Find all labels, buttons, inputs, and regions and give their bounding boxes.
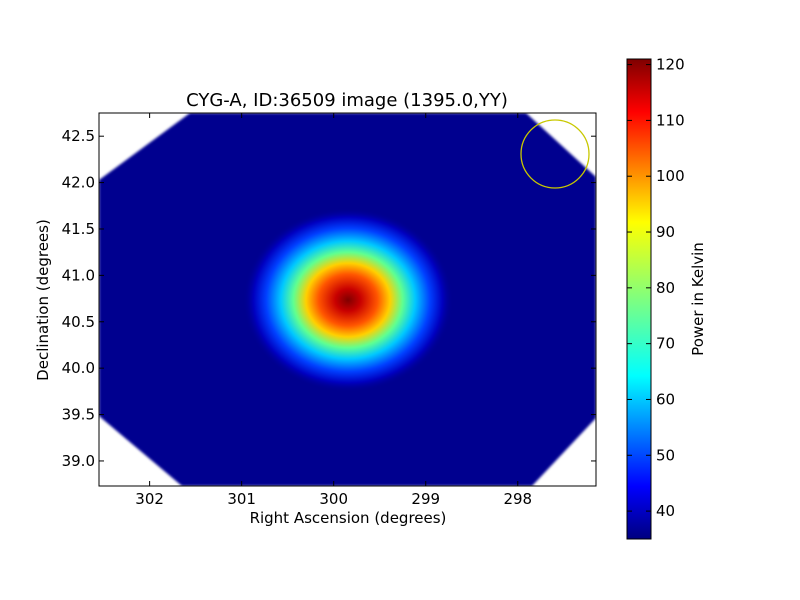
y-tick-label: 42.5: [62, 127, 95, 145]
y-tick-label: 40.0: [62, 359, 95, 377]
chart-title: CYG-A, ID:36509 image (1395.0,YY): [186, 90, 508, 111]
colorbar-tick-label: 40: [656, 502, 675, 520]
colorbar-tick-label: 120: [656, 56, 685, 74]
x-tick-label: 299: [411, 490, 440, 508]
y-axis-label: Declination (degrees): [34, 219, 52, 381]
colorbar-tick-label: 110: [656, 111, 685, 129]
plot-area: [99, 113, 596, 486]
colorbar: [626, 58, 652, 540]
colorbar-label: Power in Kelvin: [689, 242, 707, 356]
y-tick-label: 39.0: [62, 452, 95, 470]
colorbar-ticks: 40 50 60 70 80 90 100 110 120: [627, 56, 685, 520]
y-tick-label: 39.5: [62, 406, 95, 424]
colorbar-tick-label: 70: [656, 335, 675, 353]
x-tick-label: 301: [227, 490, 256, 508]
x-tick-label: 300: [319, 490, 348, 508]
plot-frame: [98, 112, 597, 487]
source-emission: [243, 208, 453, 392]
beam-circle: [520, 119, 590, 189]
y-tick-label: 40.5: [62, 313, 95, 331]
x-axis: 302 301 300 299 298: [135, 113, 532, 508]
y-tick-label: 42.0: [62, 174, 95, 192]
y-tick-label: 41.0: [62, 266, 95, 284]
colorbar-tick-label: 50: [656, 446, 675, 464]
colorbar-tick-label: 60: [656, 390, 675, 408]
x-tick-label: 302: [135, 490, 164, 508]
colorbar-tick-label: 100: [656, 167, 685, 185]
colorbar-tick-label: 80: [656, 279, 675, 297]
y-tick-label: 41.5: [62, 220, 95, 238]
x-tick-label: 298: [503, 490, 532, 508]
colorbar-tick-label: 90: [656, 223, 675, 241]
y-axis: 39.0 39.5 40.0 40.5 41.0 41.5 42.0 42.5: [62, 127, 596, 470]
x-axis-label: Right Ascension (degrees): [250, 509, 447, 527]
